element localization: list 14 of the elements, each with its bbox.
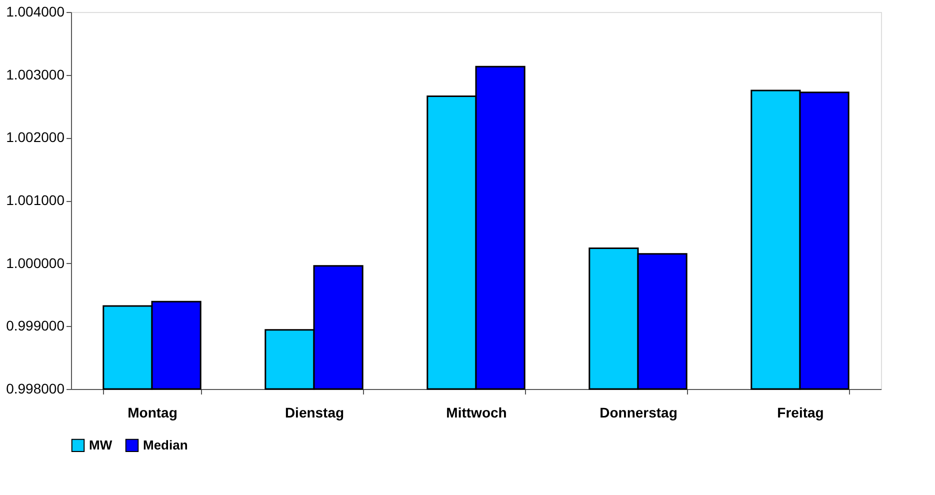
- x-tick-label: Donnerstag: [600, 404, 678, 420]
- legend-label: MW: [89, 437, 113, 452]
- y-tick-label: 1.003000: [6, 66, 65, 82]
- y-tick-label: 1.000000: [6, 254, 65, 271]
- y-tick-label: 0.998000: [6, 380, 65, 396]
- x-tick-label: Mittwoch: [446, 404, 507, 420]
- x-tick-label: Montag: [128, 404, 178, 420]
- x-tick-label: Freitag: [777, 404, 824, 420]
- legend-label: Median: [143, 437, 188, 452]
- x-tick-label: Dienstag: [284, 404, 344, 420]
- y-tick-label: 1.004000: [6, 4, 65, 20]
- y-tick-label: 1.002000: [6, 129, 65, 146]
- y-tick-label: 0.999000: [6, 318, 65, 334]
- y-tick-label: 1.001000: [6, 192, 65, 208]
